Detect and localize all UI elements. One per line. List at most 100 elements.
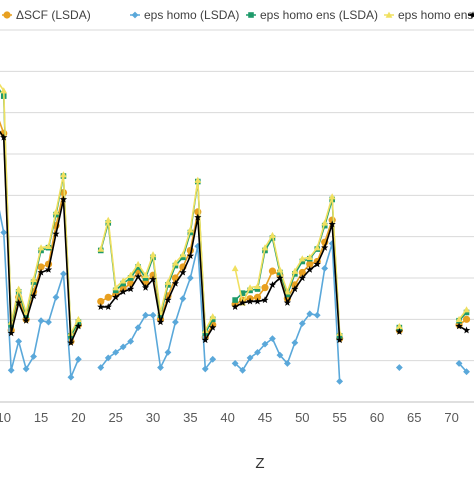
data-point-triangle bbox=[112, 284, 120, 291]
x-tick-label: 25 bbox=[108, 410, 122, 425]
x-axis-title: Z bbox=[255, 455, 264, 472]
data-point-square bbox=[172, 262, 179, 269]
data-point-triangle bbox=[0, 87, 8, 94]
data-point-square bbox=[248, 12, 254, 18]
x-tick-label: 60 bbox=[370, 410, 384, 425]
data-point-circle bbox=[261, 284, 269, 292]
data-point-diamond bbox=[231, 360, 239, 367]
x-tick-label: 30 bbox=[146, 410, 160, 425]
data-point-diamond bbox=[74, 355, 82, 363]
data-point-star bbox=[231, 303, 239, 311]
data-point-star bbox=[164, 296, 172, 304]
series-line bbox=[0, 83, 80, 334]
data-point-triangle bbox=[283, 288, 291, 295]
data-point-star bbox=[194, 213, 202, 221]
data-point-star bbox=[321, 243, 329, 251]
data-point-triangle bbox=[104, 216, 112, 223]
data-point-star bbox=[462, 326, 471, 334]
data-point-star bbox=[179, 268, 187, 276]
data-point-star bbox=[328, 220, 336, 228]
series-line bbox=[234, 219, 341, 339]
data-point-triangle bbox=[328, 193, 336, 200]
legend-entry bbox=[468, 11, 474, 19]
data-point-diamond bbox=[395, 364, 403, 371]
data-point-diamond bbox=[254, 349, 261, 356]
data-point-diamond bbox=[30, 353, 37, 360]
data-point-triangle bbox=[463, 306, 470, 313]
data-point-square bbox=[112, 287, 119, 294]
data-point-diamond bbox=[7, 366, 15, 374]
data-point-star bbox=[0, 133, 8, 141]
data-point-diamond bbox=[60, 270, 67, 278]
data-point-star bbox=[52, 230, 60, 237]
data-point-triangle bbox=[52, 208, 60, 215]
data-point-star bbox=[268, 281, 277, 288]
data-point-triangle bbox=[60, 171, 67, 178]
data-point-diamond bbox=[37, 317, 45, 325]
data-point-square bbox=[239, 290, 246, 296]
data-point-diamond bbox=[246, 354, 254, 362]
data-point-star bbox=[261, 296, 269, 304]
data-point-star bbox=[455, 322, 463, 330]
data-point-square bbox=[299, 258, 306, 265]
data-point-square bbox=[292, 271, 298, 277]
data-point-square bbox=[157, 312, 164, 318]
data-point-triangle bbox=[306, 253, 314, 261]
data-point-square bbox=[232, 297, 238, 303]
series-1 bbox=[0, 209, 470, 385]
data-point-square bbox=[277, 269, 283, 276]
data-point-circle bbox=[37, 263, 45, 271]
data-point-diamond bbox=[463, 368, 470, 376]
x-tick-label: 55 bbox=[332, 410, 346, 425]
series-line bbox=[0, 130, 80, 344]
data-point-triangle bbox=[209, 313, 217, 320]
data-point-diamond bbox=[261, 340, 269, 348]
data-point-circle bbox=[253, 293, 262, 301]
series-line bbox=[100, 216, 214, 341]
data-point-diamond bbox=[455, 360, 463, 367]
data-point-triangle bbox=[179, 251, 187, 258]
series-line bbox=[234, 195, 341, 334]
data-point-diamond bbox=[104, 354, 112, 362]
data-point-triangle bbox=[321, 219, 329, 226]
data-point-diamond bbox=[283, 360, 291, 367]
data-point-star bbox=[67, 338, 75, 346]
series-3 bbox=[0, 83, 470, 336]
data-point-star bbox=[134, 272, 142, 280]
data-point-triangle bbox=[45, 242, 52, 250]
x-tick-label: 20 bbox=[71, 410, 85, 425]
data-point-circle bbox=[306, 260, 314, 268]
data-point-square bbox=[209, 316, 216, 323]
series-4 bbox=[0, 130, 471, 346]
data-point-diamond bbox=[97, 364, 105, 371]
x-tick-label: 45 bbox=[258, 410, 272, 425]
data-point-star bbox=[291, 285, 299, 293]
data-point-triangle bbox=[269, 231, 276, 239]
data-point-square bbox=[247, 287, 253, 294]
data-point-diamond bbox=[0, 229, 8, 236]
data-point-triangle bbox=[186, 226, 194, 233]
grid-layer bbox=[0, 29, 474, 362]
legend-entry: ΔSCF (LSDA) bbox=[2, 8, 91, 22]
series-layer bbox=[0, 83, 471, 385]
data-point-triangle bbox=[455, 315, 463, 323]
data-point-triangle bbox=[142, 271, 149, 278]
data-point-diamond bbox=[321, 264, 329, 272]
x-tick-label: 65 bbox=[407, 410, 421, 425]
data-point-star bbox=[186, 252, 194, 260]
data-point-square bbox=[180, 254, 186, 261]
data-point-square bbox=[127, 275, 134, 281]
series-line bbox=[0, 89, 80, 337]
x-tick-label: 15 bbox=[34, 410, 48, 425]
data-point-circle bbox=[298, 268, 306, 277]
data-point-triangle bbox=[231, 264, 239, 272]
data-point-star bbox=[59, 195, 68, 203]
data-point-star bbox=[112, 293, 120, 301]
data-point-square bbox=[75, 319, 82, 325]
x-tick-label: 10 bbox=[0, 410, 11, 425]
data-point-star bbox=[171, 279, 180, 287]
data-point-diamond bbox=[52, 293, 60, 301]
legend-entry: eps homo ens (LSDA) bbox=[246, 8, 378, 22]
data-point-triangle bbox=[172, 259, 179, 266]
axis-layer: 10 15 20 25 30 35 40 45 50 55 60 65 70 bbox=[0, 401, 474, 425]
